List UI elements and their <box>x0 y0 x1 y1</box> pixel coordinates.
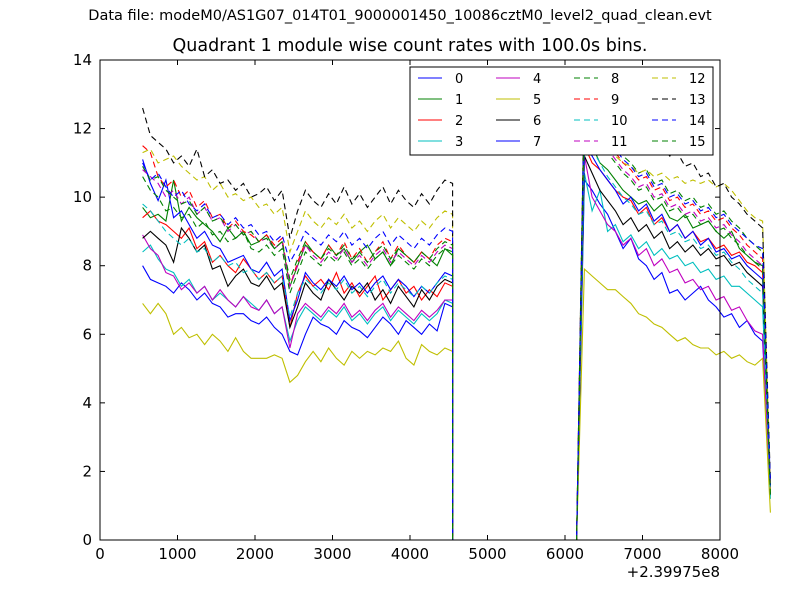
series-line-6 <box>142 155 771 541</box>
x-tick-label: 4000 <box>391 545 429 563</box>
axis-ticks: 0 1000 2000 3000 4000 5000 6000 7000 80000246810… <box>73 51 739 563</box>
x-tick-label: 5000 <box>468 545 506 563</box>
y-tick-label: 2 <box>82 462 92 480</box>
series-line-1 <box>142 121 771 541</box>
y-tick-label: 14 <box>73 51 92 69</box>
figure-suptitle: Data file: modeM0/AS1G07_014T01_90000014… <box>88 8 712 24</box>
series-line-14 <box>142 94 771 541</box>
legend-label-14: 14 <box>689 114 706 129</box>
x-tick-label: 8000 <box>701 545 739 563</box>
series-line-5 <box>142 267 771 541</box>
x-tick-label: 2000 <box>236 545 274 563</box>
y-tick-label: 8 <box>82 257 92 275</box>
series-line-9 <box>142 90 771 541</box>
legend-label-10: 10 <box>611 114 628 129</box>
chart-title: Quadrant 1 module wise count rates with … <box>172 36 648 56</box>
legend-label-5: 5 <box>533 93 541 108</box>
legend-label-8: 8 <box>611 72 619 87</box>
legend-label-7: 7 <box>533 135 541 150</box>
legend-label-9: 9 <box>611 93 619 108</box>
legend-label-2: 2 <box>455 114 463 129</box>
legend-label-11: 11 <box>611 135 628 150</box>
y-tick-label: 4 <box>82 394 92 412</box>
legend-label-4: 4 <box>533 72 541 87</box>
x-tick-label: 0 <box>95 545 105 563</box>
legend-label-1: 1 <box>455 93 463 108</box>
legend-label-15: 15 <box>689 135 706 150</box>
series-line-12 <box>142 112 771 541</box>
y-tick-label: 0 <box>82 531 92 549</box>
x-tick-label: 1000 <box>158 545 196 563</box>
y-tick-label: 10 <box>73 188 92 206</box>
legend-label-6: 6 <box>533 114 541 129</box>
series-line-10 <box>142 128 771 541</box>
legend-label-13: 13 <box>689 93 706 108</box>
x-tick-label: 7000 <box>623 545 661 563</box>
y-tick-label: 12 <box>73 120 92 138</box>
y-tick-label: 6 <box>82 325 92 343</box>
x-offset-label: +2.39975e8 <box>627 563 720 581</box>
series-line-4 <box>142 155 771 541</box>
series-line-11 <box>142 100 771 541</box>
legend-label-0: 0 <box>455 72 463 87</box>
series-line-0 <box>142 178 771 541</box>
legend-label-3: 3 <box>455 135 463 150</box>
series-line-15 <box>142 107 771 541</box>
x-tick-label: 6000 <box>546 545 584 563</box>
legend-frame <box>409 66 714 156</box>
x-tick-label: 3000 <box>313 545 351 563</box>
legend-label-12: 12 <box>689 72 706 87</box>
series-line-3 <box>142 172 771 541</box>
